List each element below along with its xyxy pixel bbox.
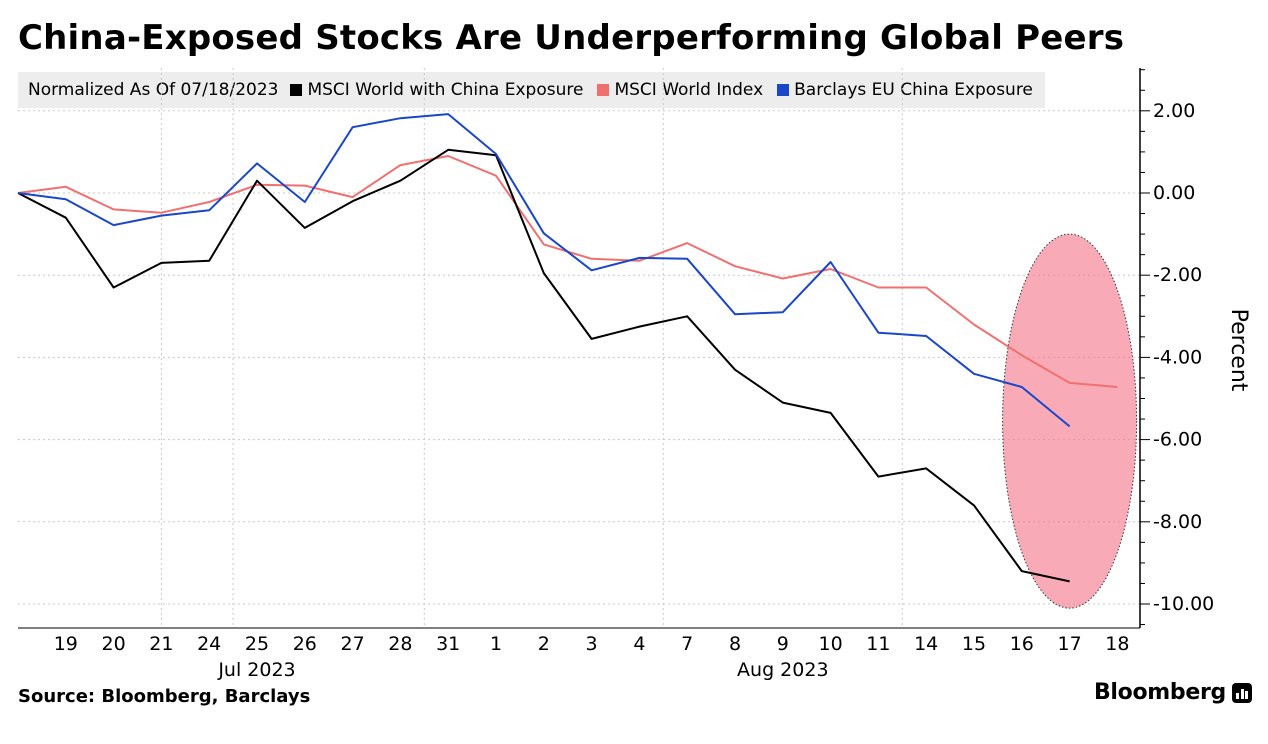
y-axis-label: Percent: [1226, 309, 1251, 392]
brand-name: Bloomberg: [1093, 680, 1226, 705]
highlight-layer: [1002, 233, 1138, 609]
x-tick-label: 17: [1058, 633, 1082, 655]
chart-title: China-Exposed Stocks Are Underperforming…: [18, 18, 1125, 58]
legend-label: Barclays EU China Exposure: [794, 80, 1033, 100]
normalized-note: Normalized As Of 07/18/2023: [28, 80, 279, 100]
x-tick-label: 26: [293, 633, 317, 655]
x-tick-label: 24: [197, 633, 221, 655]
x-tick-label: 4: [633, 633, 645, 655]
legend-item-china-exposure: MSCI World with China Exposure: [290, 80, 583, 100]
x-tick-label: 19: [54, 633, 78, 655]
x-tick-label: 10: [819, 633, 843, 655]
y-tick-label: -2.00: [1153, 264, 1202, 286]
series-line-1: [17, 155, 1118, 388]
x-tick-label: 20: [102, 633, 126, 655]
legend-label: MSCI World with China Exposure: [307, 80, 584, 100]
legend-swatch-black: [290, 84, 303, 96]
x-tick-label: 7: [681, 633, 693, 655]
series-line-2: [17, 113, 1071, 428]
y-tick-label: -8.00: [1153, 511, 1202, 533]
x-tick-label: 18: [1105, 633, 1129, 655]
y-tick-label: -6.00: [1153, 429, 1202, 451]
y-tick-label: -10.00: [1153, 593, 1214, 615]
y-tick-labels: 2.00 0.00 -2.00 -4.00 -6.00 -8.00 -10.00: [1153, 100, 1214, 615]
month-label: Aug 2023: [737, 659, 829, 681]
y-tick-label: -4.00: [1153, 346, 1202, 368]
legend: Normalized As Of 07/18/2023 MSCI World w…: [18, 72, 1045, 108]
bloomberg-terminal-icon: [1232, 682, 1252, 703]
series-lines: [17, 113, 1118, 583]
highlight-ellipse: [1002, 233, 1138, 609]
x-tick-label: 21: [149, 633, 173, 655]
x-tick-label: 9: [777, 633, 789, 655]
y-tick-label: 2.00: [1153, 100, 1195, 122]
bloomberg-logo: Bloomberg: [1094, 680, 1252, 705]
x-tick-label: 3: [586, 633, 598, 655]
x-tick-label: 1: [490, 633, 502, 655]
x-tick-label: 25: [245, 633, 269, 655]
gridlines: [18, 68, 1140, 628]
series-line-0: [17, 148, 1070, 583]
x-tick-label: 16: [1010, 633, 1034, 655]
axes: [18, 68, 1150, 629]
x-tick-label: 8: [729, 633, 741, 655]
x-tick-label: 31: [436, 633, 460, 655]
month-label: Jul 2023: [217, 659, 295, 681]
x-tick-label: 27: [341, 633, 365, 655]
legend-swatch-blue: [777, 84, 790, 96]
x-tick-label: 28: [388, 633, 412, 655]
y-tick-label: 0.00: [1153, 182, 1195, 204]
x-tick-label: 15: [962, 633, 986, 655]
x-tick-label: 14: [914, 633, 938, 655]
legend-item-msci-world: MSCI World Index: [597, 80, 763, 100]
legend-label: MSCI World Index: [614, 80, 764, 100]
legend-item-barclays: Barclays EU China Exposure: [777, 80, 1033, 100]
x-tick-label: 2: [538, 633, 550, 655]
legend-swatch-red: [597, 84, 610, 96]
source-note: Source: Bloomberg, Barclays: [18, 686, 311, 707]
x-tick-labels: 19 20 21 24 25 26 27 28 31 1 2 3 4 7 8 9 10 11 14 15 16 17 18 J…: [54, 633, 1130, 681]
x-tick-label: 11: [866, 633, 890, 655]
